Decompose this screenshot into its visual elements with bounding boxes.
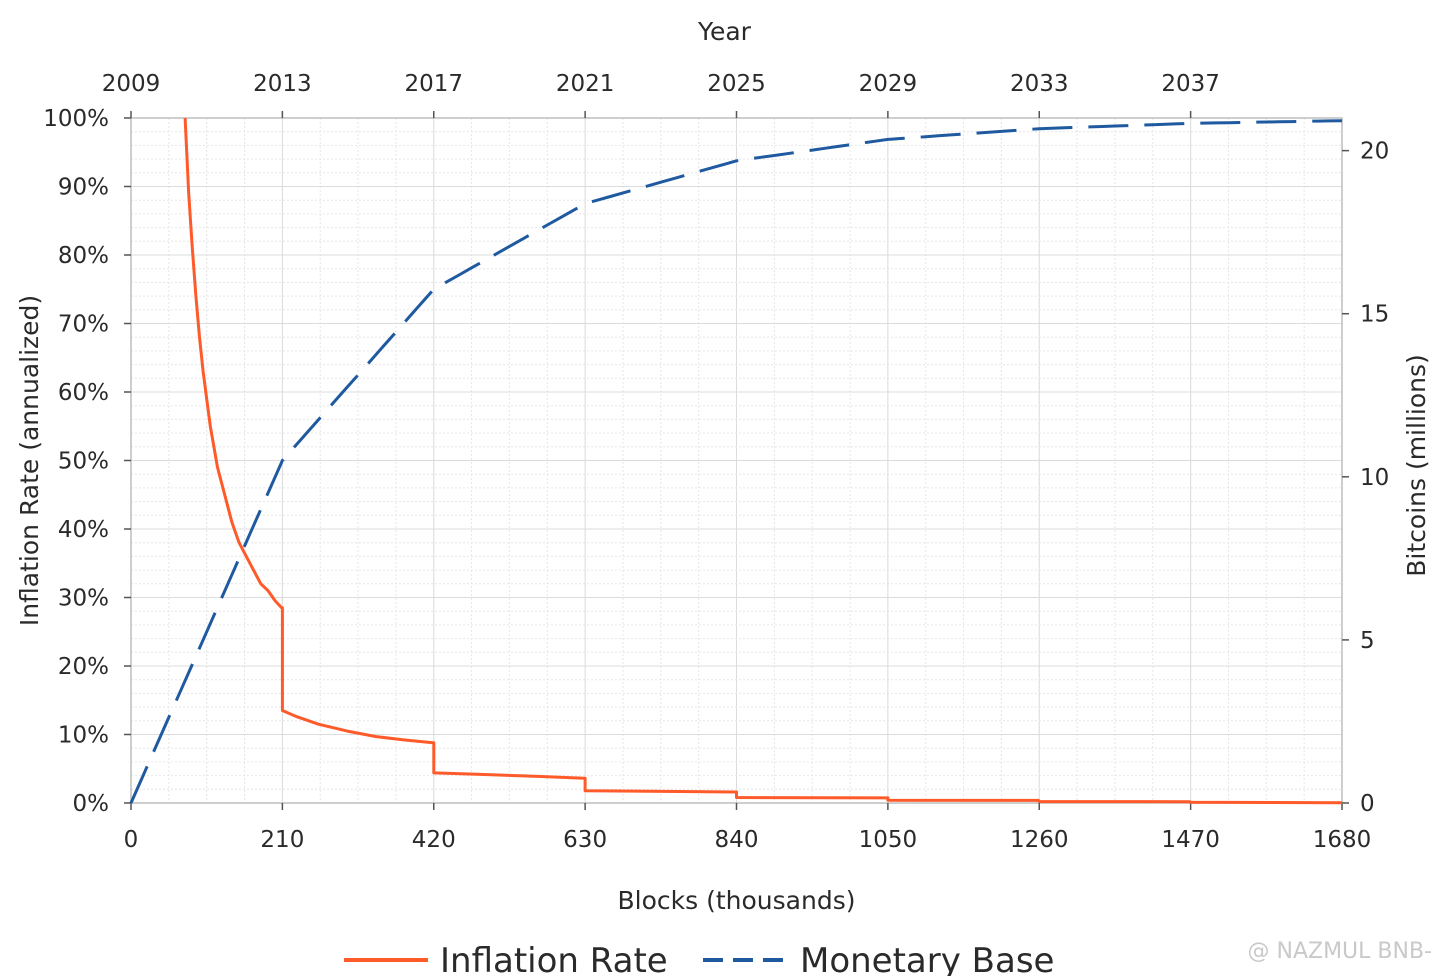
x-tick-label: 420 [412, 827, 456, 853]
right-tick-label: 20 [1360, 139, 1389, 165]
top-tick-label: 2025 [707, 71, 766, 97]
right-tick-label: 15 [1360, 302, 1389, 328]
grid [130, 117, 1343, 804]
y-tick-label: 50% [58, 449, 109, 475]
right-tick-label: 0 [1360, 791, 1375, 817]
y-tick-label: 30% [58, 586, 109, 612]
watermark-text: @ NAZMUL BNB- [1248, 939, 1433, 964]
top-axis-title: Year [697, 17, 752, 46]
x-tick-label: 630 [563, 827, 607, 853]
x-tick-label: 1050 [859, 827, 918, 853]
y-tick-label: 80% [58, 243, 109, 269]
y-tick-label: 10% [58, 723, 109, 749]
y-tick-label: 70% [58, 312, 109, 338]
top-tick-label: 2009 [102, 71, 161, 97]
y-tick-label: 60% [58, 380, 109, 406]
y-tick-label: 0% [73, 791, 110, 817]
x-tick-label: 1680 [1313, 827, 1372, 853]
x-axis-title: Blocks (thousands) [618, 886, 856, 915]
series [129, 117, 1343, 805]
top-tick-label: 2029 [859, 71, 918, 97]
right-axis-title: Bitcoins (millions) [1402, 354, 1431, 577]
legend: Inflation Rate Monetary Base [344, 941, 1054, 976]
right-tick-label: 5 [1360, 628, 1375, 654]
top-tick-label: 2037 [1161, 71, 1220, 97]
top-tick-label: 2021 [556, 71, 615, 97]
y-axis-title: Inflation Rate (annualized) [15, 295, 44, 626]
x-tick-label: 1260 [1010, 827, 1069, 853]
top-tick-label: 2013 [253, 71, 312, 97]
series-line-inflation-rate [183, 117, 1343, 805]
legend-label-inflation-rate: Inflation Rate [440, 941, 668, 976]
x-tick-label: 210 [260, 827, 304, 853]
x-tick-label: 1470 [1161, 827, 1220, 853]
right-tick-label: 10 [1360, 465, 1389, 491]
top-tick-label: 2033 [1010, 71, 1069, 97]
y-tick-label: 40% [58, 517, 109, 543]
legend-label-monetary-base: Monetary Base [800, 941, 1054, 976]
x-tick-label: 0 [124, 827, 139, 853]
y-tick-label: 90% [58, 175, 109, 201]
series-line-monetary-base [129, 119, 1343, 804]
top-tick-label: 2017 [404, 71, 463, 97]
y-tick-label: 20% [58, 654, 109, 680]
x-tick-label: 840 [715, 827, 759, 853]
y-tick-label: 100% [43, 106, 109, 132]
